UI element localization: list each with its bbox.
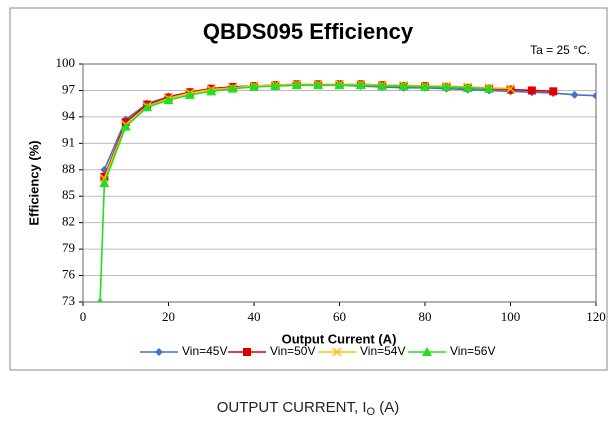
marker [155, 348, 163, 356]
marker [270, 81, 281, 91]
y-tick-label: 79 [62, 240, 75, 255]
y-tick-label: 73 [62, 293, 75, 308]
x-tick-label: 20 [162, 309, 175, 324]
marker [592, 91, 596, 100]
x-axis-title: Output Current (A) [282, 331, 397, 346]
caption-sub: O [367, 406, 376, 418]
marker [505, 84, 516, 94]
x-tick-label: 0 [80, 309, 87, 324]
marker [142, 102, 153, 112]
caption-text: OUTPUT CURRENT, I [217, 399, 367, 416]
series-line [99, 84, 490, 302]
legend-label: Vin=45V [182, 344, 228, 358]
y-tick-label: 97 [62, 81, 76, 96]
marker [377, 81, 388, 91]
y-tick-label: 85 [62, 187, 75, 202]
marker [99, 178, 110, 187]
plot-area [82, 63, 597, 303]
caption: OUTPUT CURRENT, IO (A) [217, 399, 399, 418]
marker [291, 80, 302, 90]
legend-label: Vin=54V [360, 344, 406, 358]
caption-suffix: (A) [375, 399, 399, 416]
marker [420, 81, 430, 91]
x-tick-label: 100 [501, 309, 521, 324]
marker [549, 87, 558, 96]
y-tick-label: 100 [56, 55, 76, 70]
marker [243, 348, 251, 356]
y-tick-label: 88 [62, 161, 75, 176]
annotation: Ta = 25 °C. [530, 43, 590, 57]
marker [441, 81, 452, 91]
y-tick-label: 82 [62, 214, 75, 229]
marker [355, 80, 366, 90]
plot-series [97, 79, 596, 302]
marker [462, 82, 473, 92]
marker [313, 80, 324, 90]
chart-title: QBDS095 Efficiency [203, 19, 414, 44]
marker [206, 86, 217, 96]
marker [227, 83, 238, 93]
marker [527, 86, 536, 95]
marker [97, 297, 103, 302]
marker [422, 347, 432, 356]
legend-label: Vin=56V [450, 344, 496, 358]
x-tick-label: 60 [333, 309, 346, 324]
y-tick-label: 76 [62, 267, 76, 282]
legend-label: Vin=50V [270, 344, 316, 358]
marker [249, 81, 259, 91]
marker [120, 121, 131, 131]
marker [163, 95, 174, 105]
series-line [103, 83, 511, 179]
x-tick-label: 40 [248, 309, 261, 324]
x-tick-label: 80 [419, 309, 432, 324]
marker [398, 81, 409, 91]
marker [184, 89, 195, 99]
marker [334, 80, 345, 90]
y-axis-title: Efficiency (%) [26, 140, 41, 225]
y-tick-label: 94 [62, 108, 76, 123]
y-tick-label: 91 [62, 134, 75, 149]
marker [484, 83, 495, 93]
x-tick-label: 120 [586, 309, 606, 324]
marker [570, 90, 579, 99]
chart-frame [9, 7, 608, 371]
marker [332, 347, 342, 357]
